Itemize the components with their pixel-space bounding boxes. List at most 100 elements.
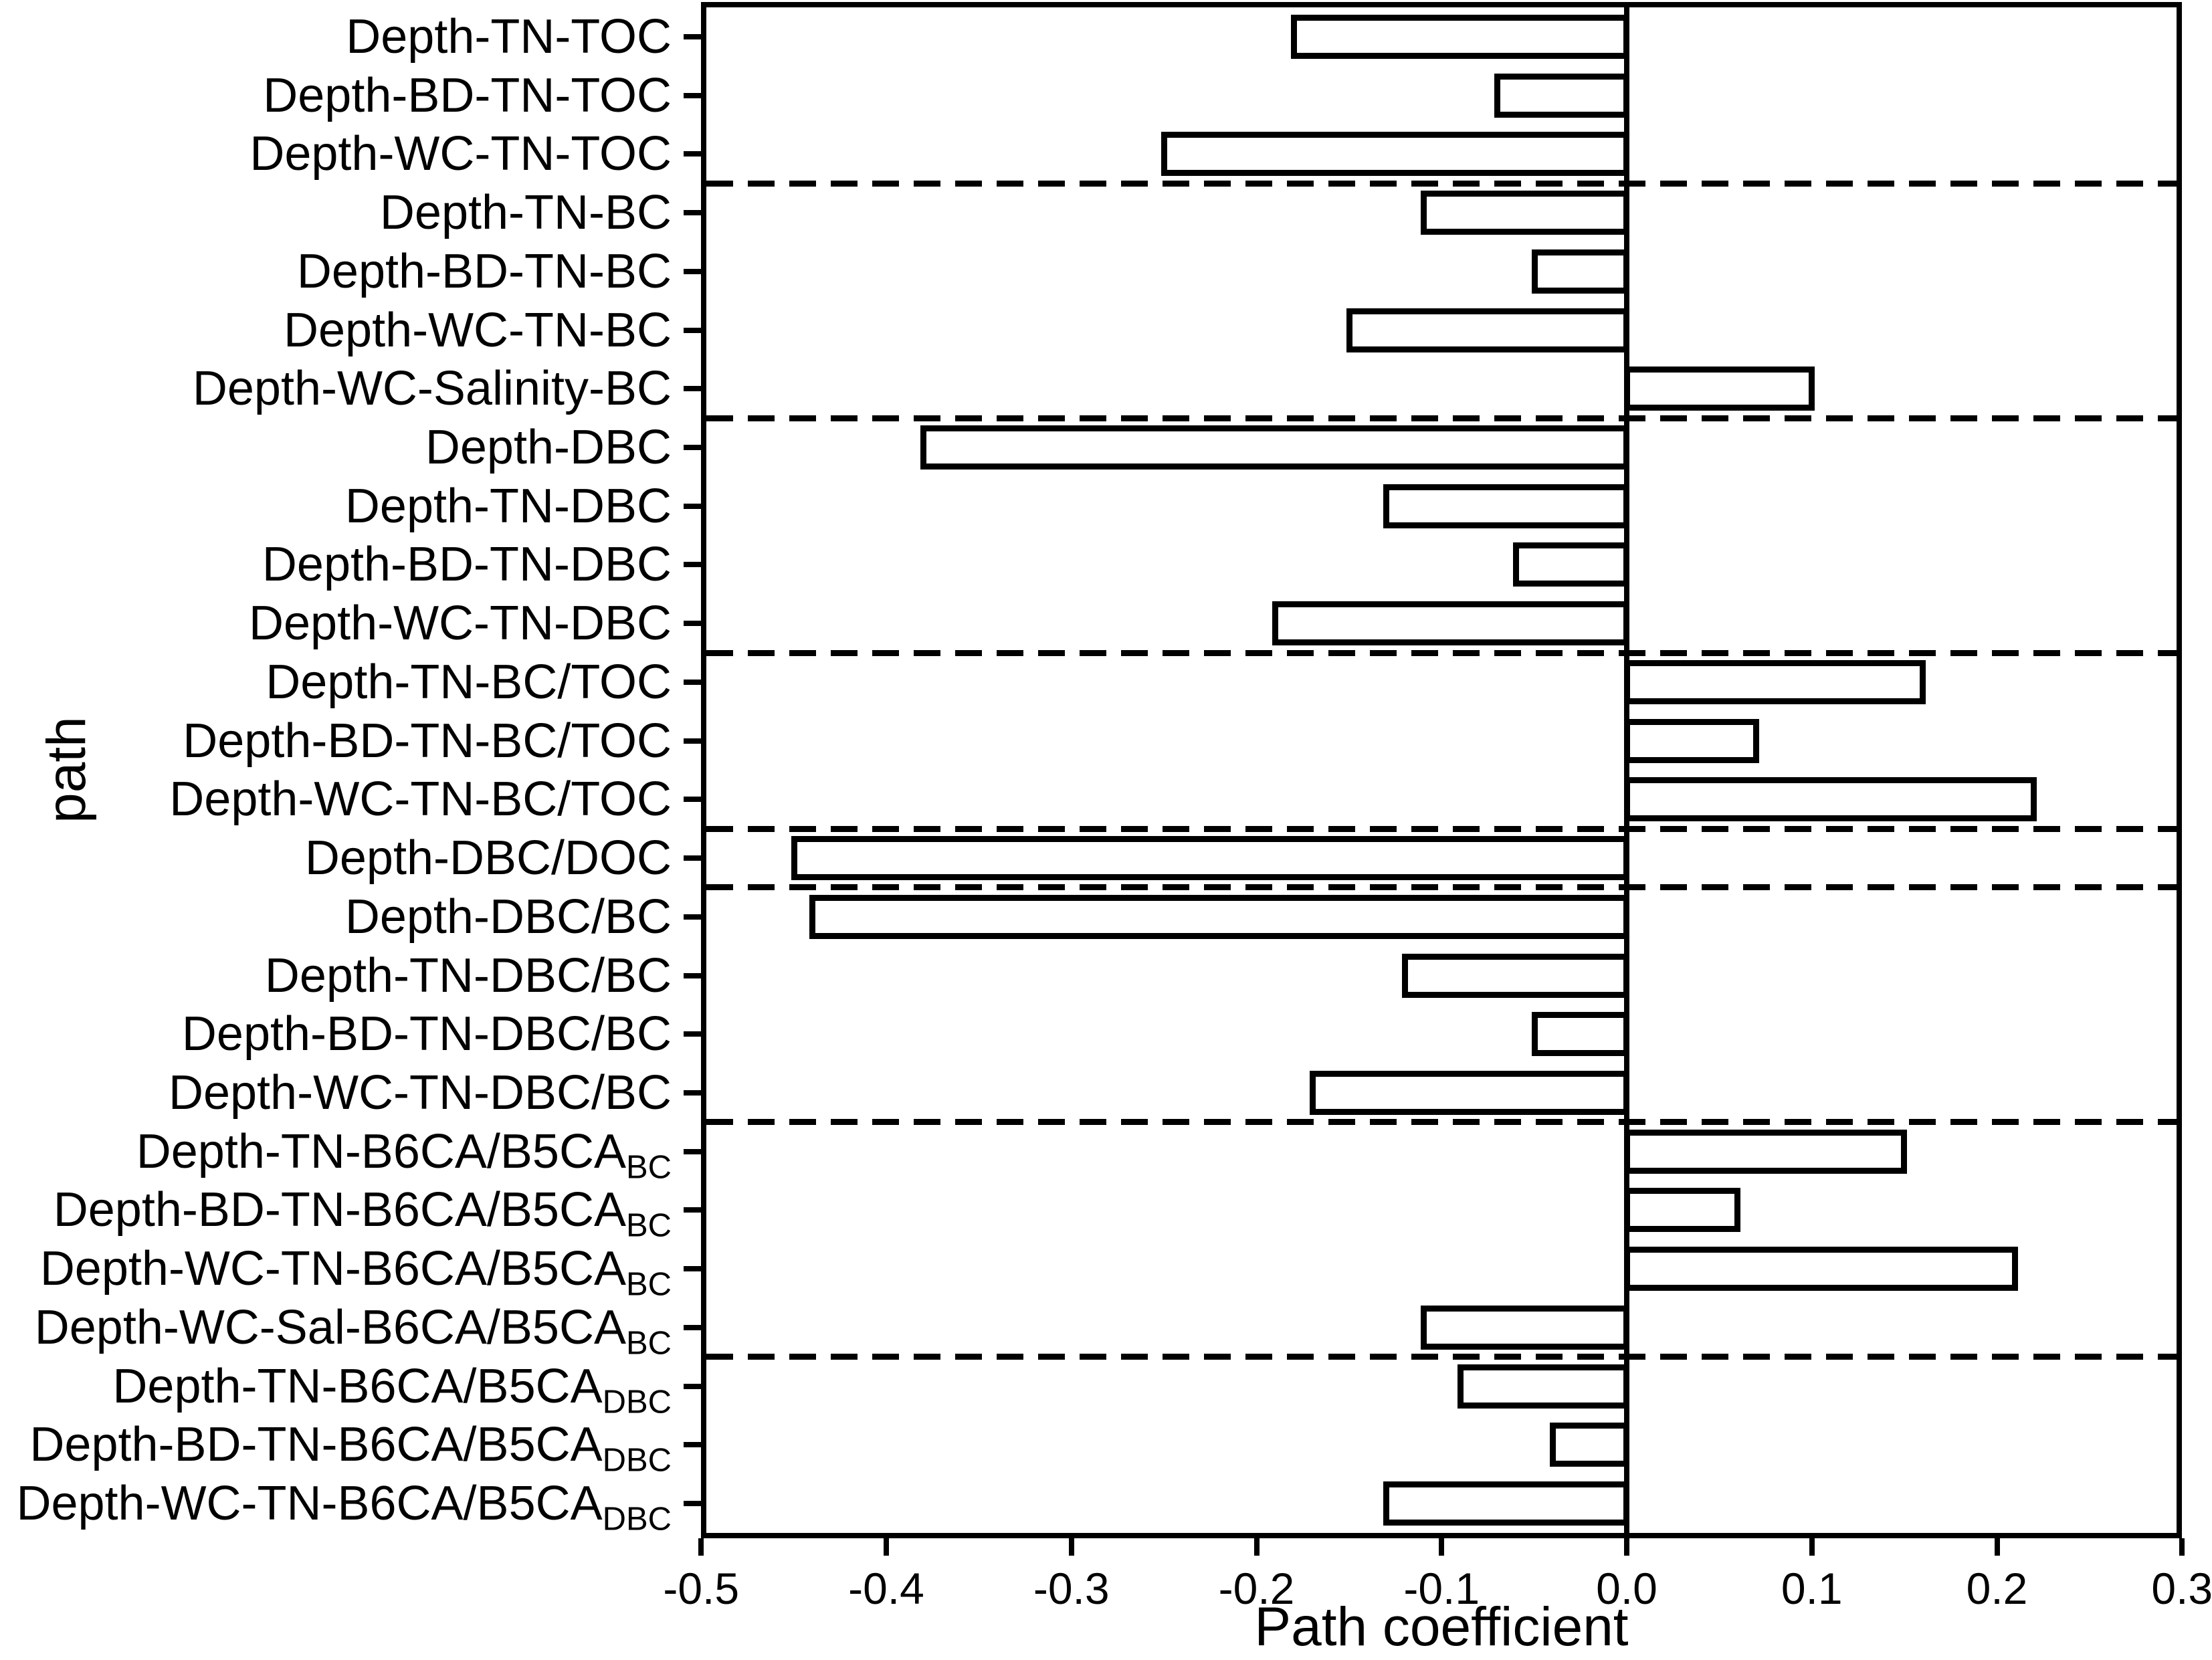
category-label-text: Depth-TN-DBC/BC [264,948,672,1003]
category-label: Depth-DBC/DOC [0,827,672,889]
category-label-subscript: BC [625,1325,672,1362]
group-separator-line [706,1119,2177,1126]
bar [1624,777,2037,822]
x-axis-tick [1809,1538,1815,1556]
y-axis-tick [684,1031,701,1037]
x-tick-label: -0.2 [1218,1564,1295,1613]
category-label-subscript: DBC [602,1384,672,1421]
category-label-text: Depth-TN-BC [379,186,672,240]
x-axis-tick [1253,1538,1260,1556]
bar [1383,484,1629,528]
bar [1420,1305,1629,1350]
category-label-subscript: DBC [602,1442,672,1479]
bar [1624,367,1815,411]
category-label: Depth-WC-Salinity-BC [0,358,672,419]
category-label: Depth-TN-TOC [0,6,672,68]
category-label-subscript: BC [625,1149,672,1186]
category-label-text: Depth-DBC/BC [344,890,672,944]
y-axis-tick [684,1383,701,1389]
y-axis-tick [684,92,701,98]
bar [1531,249,1629,294]
category-label-text: Depth-WC-TN-DBC [248,597,672,651]
category-label-subscript: BC [625,1266,672,1303]
x-axis-tick [1624,1538,1629,1556]
bar [1383,1481,1629,1526]
bar [791,836,1629,881]
y-axis-tick [684,1148,701,1154]
y-axis-tick [684,738,701,744]
y-axis-tick [684,562,701,568]
category-label: Depth-BD-TN-DBC [0,534,672,595]
category-label: Depth-WC-TN-DBC [0,593,672,654]
y-axis-tick [684,503,701,509]
y-axis-tick [684,33,701,39]
bar [1624,1129,1908,1174]
bar [1494,73,1629,118]
x-tick-label: -0.4 [848,1564,924,1613]
group-separator-line [706,180,2177,187]
category-label: Depth-DBC [0,417,672,478]
y-axis-tick [684,972,701,978]
category-label: Depth-TN-DBC/BC [0,945,672,1007]
category-label-text: Depth-BD-TN-BC/TOC [183,714,672,768]
x-axis-tick [1994,1538,2000,1556]
bar [1457,1364,1629,1409]
category-label-text: Depth-WC-Salinity-BC [192,362,672,416]
bar [1512,542,1629,587]
category-label-text: Depth-WC-TN-BC/TOC [169,772,672,827]
bar [1346,308,1629,352]
category-label-text: Depth-BD-TN-DBC [262,538,672,592]
x-axis-tick [1439,1538,1445,1556]
category-label-text: Depth-BD-TN-TOC [263,68,672,122]
category-label: Depth-DBC/BC [0,886,672,948]
category-label-text: Depth-WC-TN-DBC/BC [168,1066,672,1120]
x-axis-title: Path coefficient [1254,1596,1629,1657]
bar [1290,14,1629,59]
x-tick-label: 0.3 [2151,1564,2212,1613]
category-label: Depth-TN-DBC [0,476,672,537]
x-tick-label: 0.1 [1781,1564,1843,1613]
category-label-text: Depth-TN-DBC [344,479,672,533]
x-tick-label: -0.1 [1403,1564,1480,1613]
x-tick-label: 0.2 [1966,1564,2028,1613]
category-label-text: Depth-WC-TN-BC [283,303,672,357]
group-separator-line [706,649,2177,656]
category-label-text: Depth-TN-BC/TOC [266,655,672,709]
y-axis-tick [684,327,701,333]
bar [1401,953,1629,998]
category-label: Depth-TN-BC [0,182,672,243]
y-axis-tick [684,1442,701,1448]
x-axis-tick [1068,1538,1074,1556]
category-label: Depth-WC-TN-BC [0,300,672,361]
y-axis-tick [684,621,701,627]
category-label: Depth-TN-B6CA/B5CADBC [0,1356,672,1421]
x-tick-label: 0.0 [1596,1564,1657,1613]
category-label-text: Depth-WC-TN-TOC [249,127,672,181]
x-tick-label: -0.5 [663,1564,740,1613]
bar [1550,1423,1629,1467]
y-axis-tick [684,386,701,392]
category-label: Depth-BD-TN-B6CA/B5CABC [0,1179,672,1242]
category-label-text: Depth-DBC/DOC [304,831,672,886]
bar [809,894,1629,939]
y-axis-tick [684,444,701,450]
bar [1624,718,1759,763]
category-label-text: Depth-BD-TN-BC [296,244,672,298]
category-label-text: Depth-TN-B6CA/B5CA [136,1124,626,1178]
y-axis-tick [684,797,701,803]
y-axis-tick [684,855,701,861]
y-axis-tick [684,1501,701,1507]
category-label: Depth-WC-TN-TOC [0,123,672,185]
bar [1161,132,1629,177]
y-axis-tick [684,1090,701,1096]
bar [1624,1247,2019,1291]
y-axis-tick [684,679,701,685]
category-label: Depth-BD-TN-BC [0,241,672,302]
category-label-text: Depth-BD-TN-B6CA/B5CA [29,1418,603,1472]
category-label: Depth-WC-TN-DBC/BC [0,1062,672,1124]
category-label: Depth-TN-BC/TOC [0,651,672,713]
x-tick-label: -0.3 [1033,1564,1110,1613]
group-separator-line [706,825,2177,832]
category-label-text: Depth-TN-B6CA/B5CA [112,1359,603,1413]
y-axis-tick [684,1207,701,1213]
